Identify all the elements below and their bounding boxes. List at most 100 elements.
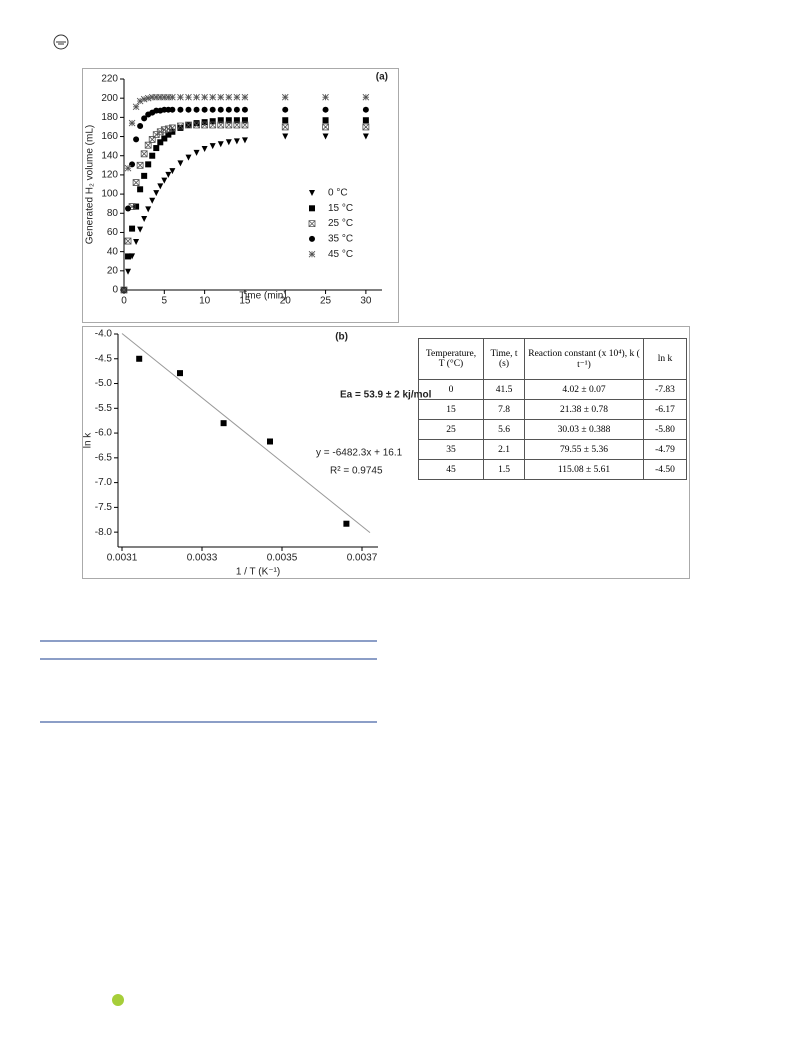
header-cell: Time, t (s) [483,338,525,380]
x-axis-label: Time (min) [239,291,286,302]
marker [209,106,216,113]
marker [137,226,144,233]
y-tick-label: 180 [101,112,118,123]
legend-marker [309,190,315,196]
marker [133,136,140,143]
marker [282,133,289,140]
marker [193,149,200,156]
annotation: Ea = 53.9 ± 2 kj/mol [340,390,432,401]
marker [141,216,148,223]
y-tick-label: -6.0 [95,428,113,439]
marker [322,117,329,124]
marker [362,117,369,124]
marker [133,239,140,246]
x-tick-label: 0.0035 [267,553,298,564]
table-row: 35 2.1 79.55 ± 5.36 -4.79 [418,439,687,460]
marker [177,370,183,377]
marker [282,117,289,124]
table-row: Temperature, T (°C) Time, t (s) Reaction c… [418,338,687,380]
table-cell: 4.02 ± 0.07 [524,379,644,400]
table-row: 15 7.8 21.38 ± 0.78 -6.17 [418,399,687,420]
legend-label: 45 °C [328,249,353,260]
y-tick-label: 40 [107,246,119,257]
marker [185,154,192,161]
x-tick-label: 20 [280,296,292,307]
x-tick-label: 10 [199,296,211,307]
marker [120,286,128,294]
table-row: 25 5.6 30.03 ± 0.388 -5.80 [418,419,687,440]
x-tick-label: 5 [162,296,168,307]
y-tick-label: 140 [101,150,118,161]
marker [149,152,156,159]
orcid-icon[interactable] [112,994,124,1006]
marker [201,121,209,129]
x-tick-label: 15 [239,296,251,307]
marker [145,206,152,213]
y-tick-label: -4.5 [95,353,113,364]
marker [362,93,370,101]
table-cell: 0 [418,379,484,400]
marker [225,121,233,129]
table-cell: 2.1 [483,439,525,460]
table-cell: 79.55 ± 5.36 [524,439,644,460]
marker [153,145,160,152]
legend-label: 15 °C [328,203,353,214]
marker [132,179,140,186]
y-tick-label: 0 [112,285,118,296]
legend-marker [309,235,315,242]
marker [233,106,240,113]
y-tick-label: 20 [107,265,119,276]
marker [201,106,208,113]
marker [217,117,224,124]
table-cell: 41.5 [483,379,525,400]
marker [128,119,136,127]
y-tick-label: -8.0 [95,527,113,538]
y-tick-label: -4.0 [95,329,113,340]
marker [157,183,164,190]
marker [225,139,232,146]
y-tick-label: -7.5 [95,502,113,513]
y-tick-label: 80 [107,208,119,219]
legend-label: 35 °C [328,234,353,245]
y-tick-label: -6.5 [95,452,113,463]
marker [209,118,216,125]
marker [217,93,225,101]
marker [125,253,132,260]
marker [362,123,370,131]
marker [225,117,232,124]
marker [165,171,172,178]
marker [233,117,240,124]
marker [141,115,148,122]
marker [124,237,132,245]
icon[interactable] [53,34,69,50]
marker [169,93,176,101]
annotation: R² = 0.9745 [330,466,383,477]
marker [165,131,172,138]
marker [169,128,176,135]
figure-frame [82,326,690,579]
header-cell: Temperature, T (°C) [418,338,484,380]
marker [152,93,160,101]
marker [193,93,200,101]
table-cell: 1.5 [483,459,525,480]
header-cell: ln k [643,338,687,380]
marker [322,123,329,131]
marker [156,93,164,101]
marker [241,93,249,101]
marker [185,106,192,113]
table-cell: 35 [418,439,484,460]
marker [129,225,136,232]
data-table: Temperature, T (°C) Time, t (s) Reaction c… [418,338,687,480]
marker [362,133,369,140]
marker [322,93,329,101]
marker [241,121,249,129]
marker [209,121,217,129]
table-cell: -4.79 [643,439,687,460]
marker [168,124,176,132]
table-cell: 5.6 [483,419,525,440]
marker [225,106,232,113]
y-tick-label: -5.5 [95,403,113,414]
marker [140,95,148,103]
marker [136,355,143,362]
